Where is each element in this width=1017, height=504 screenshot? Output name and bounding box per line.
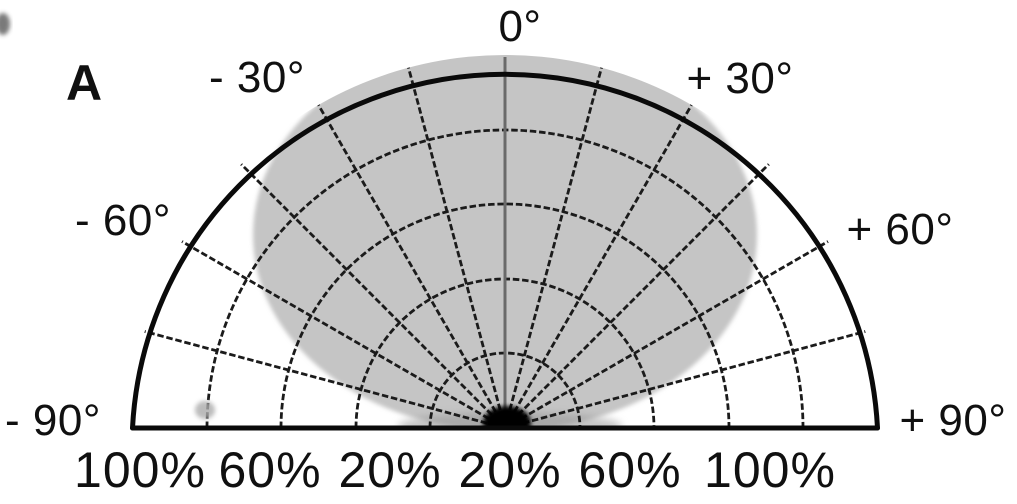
- radial-tick-left-60: 60%: [218, 442, 322, 498]
- angle-tick-plus-90: + 90°: [899, 396, 1007, 445]
- angle-tick-minus-60: - 60°: [75, 196, 171, 245]
- angle-tick-plus-30: + 30°: [686, 54, 794, 103]
- radial-tick-right-20: 20%: [458, 442, 562, 498]
- vertex-blob: [483, 406, 531, 428]
- grid-spokes: [144, 67, 866, 430]
- radial-tick-left-20: 20%: [338, 442, 442, 498]
- scan-artifacts: [0, 13, 215, 419]
- panel-label: A: [65, 55, 103, 111]
- angle-tick-minus-90: - 90°: [5, 396, 101, 445]
- radial-tick-right-60: 60%: [578, 442, 682, 498]
- radial-tick-left-100: 100%: [74, 442, 206, 498]
- angle-tick-plus-60: + 60°: [846, 205, 954, 254]
- angle-tick-0: 0°: [498, 2, 542, 51]
- outer-boundary: [130, 71, 880, 431]
- radial-tick-right-100: 100%: [704, 442, 836, 498]
- angle-tick-minus-30: - 30°: [209, 53, 305, 102]
